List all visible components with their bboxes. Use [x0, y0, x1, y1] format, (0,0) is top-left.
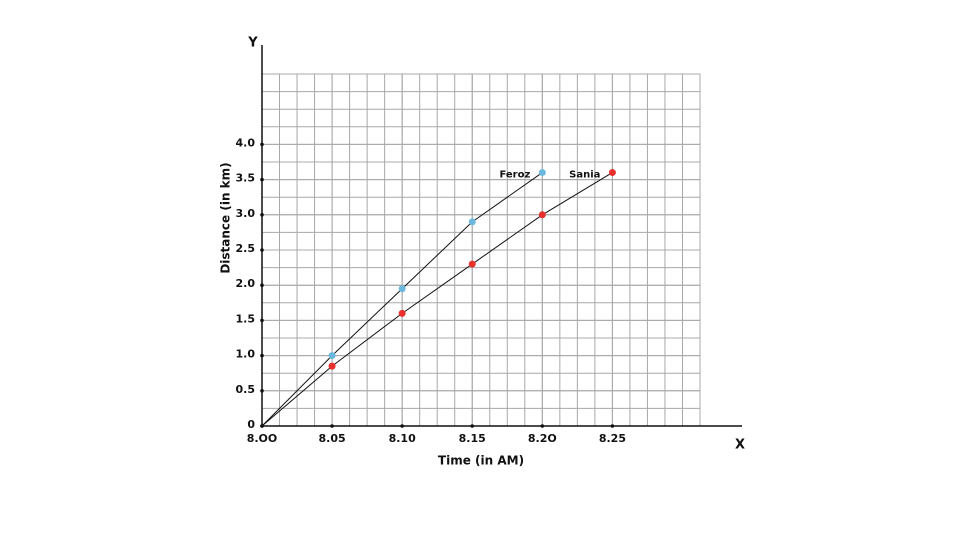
data-point: [538, 169, 546, 177]
series-label: Sania: [569, 170, 600, 181]
y-axis-label: Distance (in km): [219, 162, 233, 273]
data-point: [608, 169, 616, 177]
x-tick-label: 8.2O: [528, 432, 557, 445]
y-axis-letter: Y: [247, 36, 258, 51]
data-point: [468, 260, 476, 268]
x-tick-label: 8.25: [599, 432, 626, 445]
data-point: [328, 352, 336, 360]
x-tick-label: 8.OO: [247, 432, 278, 445]
data-point: [328, 362, 336, 370]
y-tick-label: 1.0: [236, 348, 256, 361]
data-point: [538, 211, 546, 219]
data-point: [398, 285, 406, 293]
x-tick-label: 8.05: [319, 432, 346, 445]
series-line: [261, 172, 613, 427]
series-label: Feroz: [499, 170, 530, 181]
y-tick-label: 4.0: [236, 136, 256, 149]
x-tick-label: 8.15: [459, 432, 486, 445]
y-tick-label: 3.0: [236, 207, 256, 220]
y-tick-label: 3.5: [236, 172, 256, 185]
data-point: [468, 218, 476, 226]
y-tick-label: 1.5: [236, 312, 256, 325]
x-axis-letter: X: [735, 438, 745, 453]
x-axis-label: Time (in AM): [438, 454, 524, 468]
y-tick-label: 0.5: [236, 383, 256, 396]
y-tick-label: 2.5: [236, 242, 256, 255]
y-tick-label: 0: [247, 418, 255, 431]
x-tick-label: 8.10: [389, 432, 416, 445]
data-point: [398, 309, 406, 317]
y-tick-label: 2.0: [236, 277, 256, 290]
